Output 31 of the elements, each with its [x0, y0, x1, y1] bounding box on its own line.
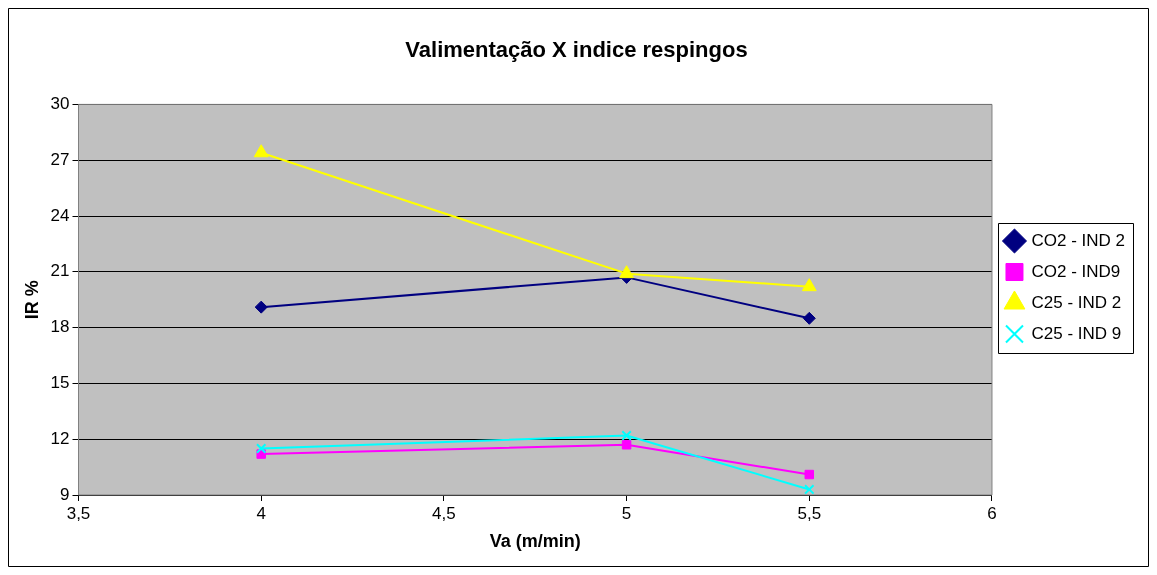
point [801, 278, 817, 292]
legend-label: CO2 - IND9 [1031, 261, 1121, 281]
y-tick-label: 27 [50, 149, 70, 169]
point [804, 484, 815, 495]
legend-label: CO2 - IND 2 [1031, 230, 1126, 250]
point [253, 144, 269, 158]
point [802, 311, 816, 325]
x-tick-label: 4 [256, 503, 266, 523]
point [619, 265, 635, 279]
point [621, 430, 632, 441]
point [621, 440, 632, 450]
y-tick-label: 30 [50, 94, 70, 114]
chart-title: Valimentação X indice respingos [405, 37, 748, 63]
point [255, 443, 267, 454]
point [804, 469, 815, 480]
y-tick-label: 18 [50, 317, 70, 337]
legend-label: C25 - IND 2 [1031, 292, 1122, 312]
x-tick-label: 4,5 [432, 503, 456, 523]
y-tick-label: 24 [50, 205, 70, 225]
y-tick-label: 9 [60, 484, 70, 504]
x-tick-label: 3,5 [66, 503, 91, 523]
x-tick-label: 5,5 [797, 503, 822, 523]
y-tick-label: 15 [50, 373, 70, 393]
y-tick-label: 12 [50, 428, 70, 448]
y-axis-title: IR % [21, 280, 42, 320]
x-tick-label: 6 [987, 503, 997, 523]
legend-label: C25 - IND 9 [1031, 323, 1122, 343]
x-axis-title: Va (m/min) [489, 531, 581, 552]
point [254, 300, 268, 314]
x-tick-label: 5 [621, 503, 632, 523]
y-tick-label: 21 [50, 261, 70, 281]
